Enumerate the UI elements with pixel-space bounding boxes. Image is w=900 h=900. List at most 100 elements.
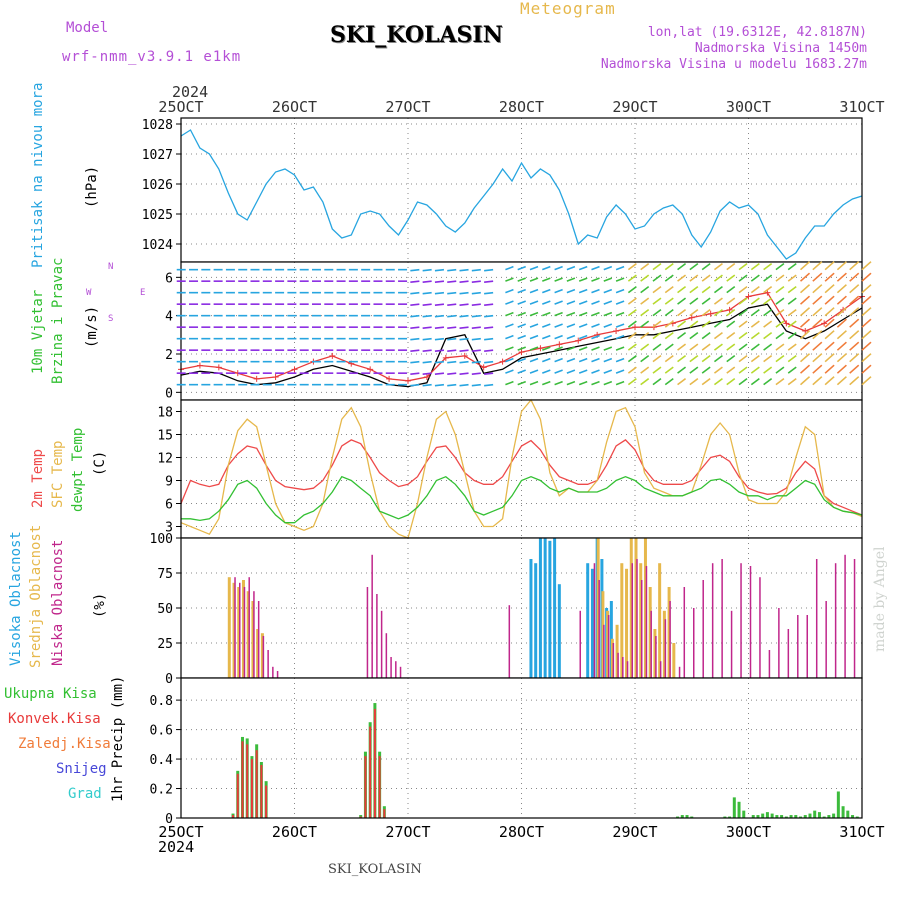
cloud-bar — [844, 554, 846, 678]
gust-point — [726, 306, 733, 313]
wind-barb — [471, 349, 481, 352]
wind-barb — [763, 297, 773, 305]
wind-barb — [701, 343, 711, 351]
wind-barb — [812, 353, 823, 363]
wind-barb — [603, 311, 613, 317]
precip-bar — [737, 801, 741, 818]
cloud-bar — [246, 591, 250, 678]
gust-point — [745, 293, 752, 300]
wind-barb — [459, 372, 469, 375]
model-label: Model — [66, 20, 109, 36]
time-label-top: 28OCT — [499, 98, 544, 116]
precip-bar — [846, 810, 850, 818]
precip-bar — [780, 815, 784, 818]
wind-barb — [775, 263, 785, 271]
wind-barb — [566, 311, 576, 317]
wind-barb — [578, 311, 588, 317]
wind-barb — [849, 376, 860, 386]
cloud-bar — [730, 610, 733, 678]
wind-barb — [603, 346, 613, 351]
pressure-series-line — [180, 129, 863, 260]
wind-barb — [410, 303, 420, 306]
wind-barb — [689, 297, 699, 305]
wind-barb — [836, 261, 847, 271]
wind-barb — [824, 364, 835, 374]
wind-barb — [640, 332, 650, 340]
cloud-bar — [385, 633, 388, 678]
wind-barb — [713, 355, 723, 363]
pressure-ytick-label: 1027 — [142, 148, 173, 163]
wind-barb — [542, 346, 551, 351]
cloud-bar — [664, 619, 667, 678]
wind-barb — [652, 355, 662, 363]
wind-barb — [750, 355, 760, 363]
wind-barb — [824, 318, 835, 328]
cloud-bar — [366, 587, 369, 678]
wind-barb — [505, 323, 514, 328]
wind-barb — [410, 349, 420, 352]
wind-barb — [484, 268, 494, 272]
precip-bar — [794, 815, 798, 818]
wind-barb — [422, 383, 432, 387]
wind-barb — [799, 272, 811, 282]
cloud-bar — [234, 577, 236, 678]
wind-barb — [505, 380, 514, 386]
precip-bar — [789, 815, 793, 818]
wind-barb — [627, 274, 637, 282]
pressure-plot-area — [181, 118, 862, 262]
wind-barb — [554, 357, 563, 363]
wind-barb — [505, 369, 514, 374]
altitude-label: Nadmorska Visina 1450m — [694, 41, 867, 56]
cloud-bar — [598, 580, 600, 678]
wind-barb — [542, 288, 551, 294]
wind-ytick-label: 2 — [165, 348, 173, 363]
time-label-top: 25OCT — [158, 98, 203, 116]
wind-barb — [422, 337, 432, 341]
wind-barb — [529, 357, 539, 363]
wind-barb — [824, 295, 835, 305]
wind-barb — [726, 263, 736, 271]
wind-barb — [664, 366, 674, 374]
cloud-bar — [648, 587, 652, 678]
wind-barb — [677, 297, 687, 305]
wind-barb — [652, 332, 662, 340]
wind-barb — [799, 318, 811, 328]
wind-barb — [603, 288, 613, 294]
cloud-bar — [631, 563, 634, 678]
legend-total-rain: Ukupna Kisa — [4, 686, 97, 702]
wind-barb — [566, 357, 576, 363]
cloud-bar — [267, 650, 269, 678]
wind-barb — [422, 303, 432, 306]
temp-series-line — [180, 439, 863, 516]
wind-barb — [471, 280, 481, 283]
cloud-bar — [629, 538, 633, 678]
precip-bar — [359, 816, 362, 818]
page-title: SKI_KOLASIN — [330, 22, 503, 48]
wind-barb — [434, 383, 445, 387]
cloud-bar — [253, 591, 255, 678]
cloud-bar — [237, 587, 241, 678]
precip-bar — [775, 815, 779, 818]
time-label-top: 29OCT — [612, 98, 657, 116]
wind-barb — [812, 284, 823, 294]
wind-barb — [750, 309, 760, 317]
wind-barb — [824, 261, 835, 271]
wind-barb — [627, 378, 637, 386]
temp-series-line — [181, 475, 863, 524]
wind-barb — [615, 346, 625, 351]
model-altitude-label: Nadmorska Visina u modelu 1683.27m — [600, 57, 867, 72]
wind-barb — [471, 337, 481, 341]
wind-barb — [799, 330, 811, 340]
wind-barb — [615, 288, 625, 294]
wind-barb — [627, 309, 637, 317]
wind-barb — [763, 378, 773, 386]
wind-barb — [775, 309, 785, 317]
precip-bar — [817, 812, 821, 818]
wind-barb — [799, 341, 811, 351]
wind-barb — [812, 341, 823, 351]
wind-barb — [615, 311, 625, 317]
precip-ytick-label: 0.4 — [150, 753, 174, 768]
wind-barb — [434, 326, 445, 329]
wind-barb — [689, 343, 699, 351]
